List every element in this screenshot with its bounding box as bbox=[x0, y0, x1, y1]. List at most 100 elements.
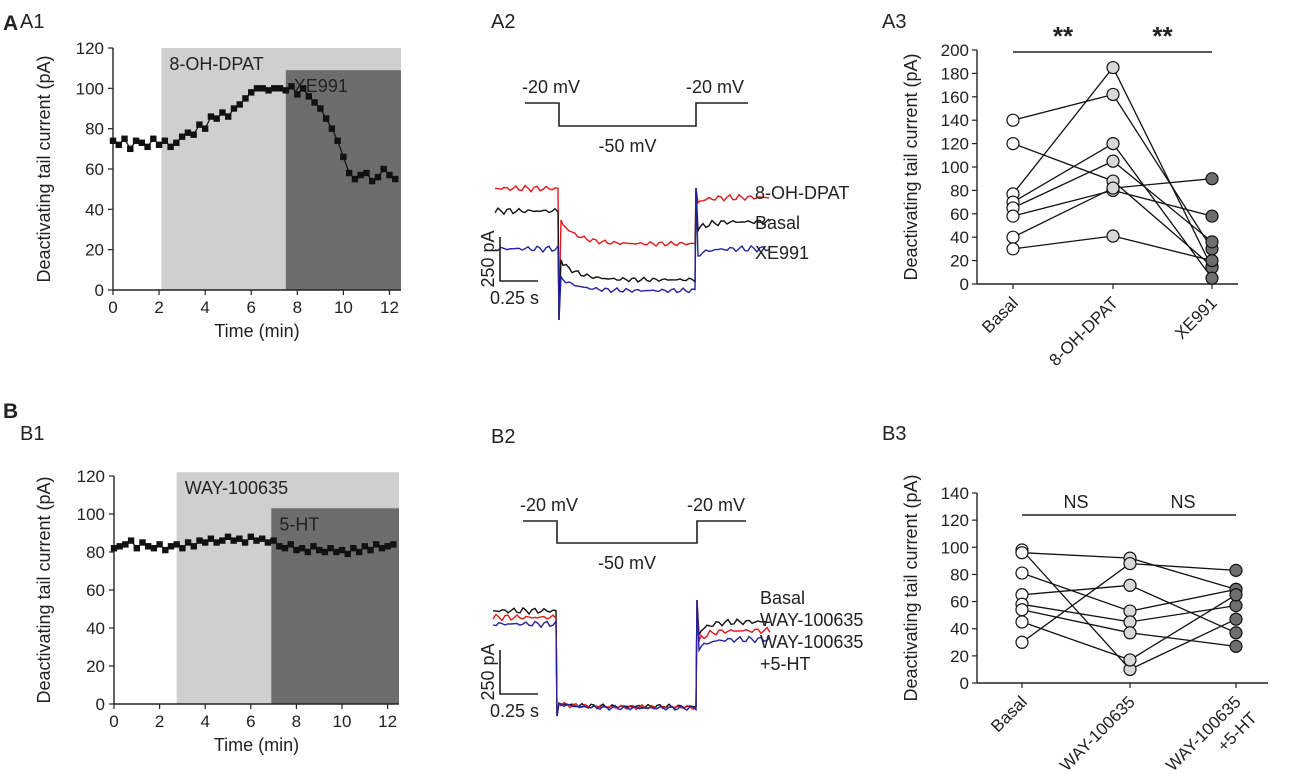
data-point bbox=[162, 546, 169, 554]
y-tick-label: 80 bbox=[950, 181, 969, 200]
data-point bbox=[265, 87, 272, 94]
voltage-protocol bbox=[525, 102, 748, 127]
x-tick-label: 0 bbox=[108, 298, 117, 317]
data-point bbox=[1015, 566, 1029, 580]
data-point bbox=[1123, 615, 1137, 629]
data-point bbox=[1015, 603, 1029, 617]
data-point bbox=[248, 89, 255, 96]
significance-label: ** bbox=[1152, 21, 1173, 51]
trace-basal bbox=[492, 599, 771, 717]
data-point bbox=[1123, 604, 1137, 618]
trace-legend-label: Basal bbox=[755, 213, 800, 233]
drug-label-1: WAY-100635 bbox=[185, 478, 288, 498]
data-point bbox=[1006, 209, 1020, 223]
panel-label-B2: B2 bbox=[491, 426, 515, 448]
significance-label: NS bbox=[1063, 492, 1088, 512]
data-point bbox=[219, 537, 226, 544]
y-tick-label: 140 bbox=[941, 111, 969, 130]
panel-label-B1: B1 bbox=[20, 423, 44, 445]
data-point bbox=[392, 175, 399, 183]
data-point bbox=[161, 137, 169, 144]
y-tick-label: 80 bbox=[86, 543, 105, 562]
data-point bbox=[127, 537, 135, 544]
data-point bbox=[145, 543, 152, 550]
x-tick-label: Basal bbox=[978, 293, 1022, 337]
data-point bbox=[298, 545, 306, 552]
trace-way-100635 bbox=[492, 599, 771, 717]
data-point bbox=[276, 543, 283, 550]
scale-bar bbox=[499, 650, 538, 695]
y-tick-label: 0 bbox=[95, 281, 104, 300]
y-axis-label: Deactivating tail current (pA) bbox=[901, 474, 921, 701]
data-point bbox=[253, 537, 260, 544]
data-point bbox=[1106, 60, 1120, 75]
y-tick-label: 0 bbox=[960, 275, 969, 294]
x-tick-label: Basal bbox=[987, 692, 1031, 736]
drug-label-1: 8-OH-DPAT bbox=[169, 54, 263, 74]
y-axis-label: Deactivating tail current (pA) bbox=[34, 55, 54, 282]
trace-legend-label: WAY-100635 bbox=[760, 610, 863, 630]
data-point bbox=[281, 545, 289, 552]
data-point bbox=[321, 548, 329, 556]
y-tick-label: 120 bbox=[76, 39, 104, 58]
drug-shade-2 bbox=[271, 508, 399, 704]
data-point bbox=[367, 546, 374, 554]
y-tick-label: 160 bbox=[941, 88, 969, 107]
data-point bbox=[116, 543, 123, 550]
y-tick-label: 120 bbox=[941, 511, 969, 530]
data-point bbox=[1229, 563, 1243, 577]
data-point bbox=[322, 115, 330, 122]
data-point bbox=[178, 133, 186, 140]
data-point bbox=[380, 165, 387, 173]
data-point bbox=[276, 85, 284, 92]
data-point bbox=[155, 141, 163, 148]
scale-bar bbox=[499, 237, 538, 282]
data-point bbox=[345, 169, 353, 177]
data-point bbox=[334, 137, 341, 144]
y-axis-label: Deactivating tail current (pA) bbox=[34, 476, 54, 703]
x-tick-label: 8 bbox=[293, 298, 302, 317]
data-point bbox=[1106, 229, 1120, 243]
y-tick-label: 100 bbox=[941, 538, 969, 557]
scale-bar-time-label: 0.25 s bbox=[490, 288, 539, 308]
data-point bbox=[184, 129, 192, 136]
protocol-label-left: -20 mV bbox=[520, 495, 578, 515]
data-point bbox=[127, 145, 134, 153]
y-tick-label: 180 bbox=[941, 64, 969, 83]
y-tick-label: 60 bbox=[950, 205, 969, 224]
cell-line bbox=[1012, 93, 1213, 250]
data-point bbox=[224, 533, 232, 540]
data-point bbox=[1006, 230, 1020, 244]
scale-bar-current-label: 250 pA bbox=[478, 230, 498, 287]
data-point bbox=[138, 139, 145, 146]
data-point bbox=[1015, 635, 1029, 649]
voltage-protocol bbox=[523, 520, 746, 544]
data-point bbox=[357, 171, 364, 179]
data-point bbox=[288, 83, 295, 90]
y-tick-label: 80 bbox=[950, 565, 969, 584]
trace-way-100635-5-ht bbox=[492, 599, 771, 717]
data-point bbox=[271, 85, 278, 92]
data-point bbox=[328, 125, 336, 132]
x-tick-label: 2 bbox=[154, 298, 163, 317]
data-point bbox=[264, 539, 272, 546]
data-point bbox=[316, 546, 323, 554]
data-point bbox=[1006, 137, 1020, 151]
x-tick-label: 8-OH-DPAT bbox=[1045, 293, 1121, 369]
data-point bbox=[304, 548, 311, 556]
drug-shade-2 bbox=[285, 70, 401, 290]
data-point bbox=[299, 85, 307, 92]
panel-label-B3: B3 bbox=[882, 423, 906, 445]
data-point bbox=[1106, 87, 1120, 102]
data-point bbox=[202, 539, 209, 546]
drug-label-2: XE991 bbox=[294, 76, 348, 96]
y-tick-label: 100 bbox=[76, 79, 104, 98]
data-point bbox=[219, 109, 226, 116]
data-point bbox=[144, 143, 151, 151]
protocol-label-step: -50 mV bbox=[598, 553, 656, 573]
data-point bbox=[340, 153, 347, 161]
data-point bbox=[1205, 254, 1219, 268]
trace-xe991 bbox=[494, 187, 770, 321]
data-point bbox=[1229, 639, 1243, 653]
